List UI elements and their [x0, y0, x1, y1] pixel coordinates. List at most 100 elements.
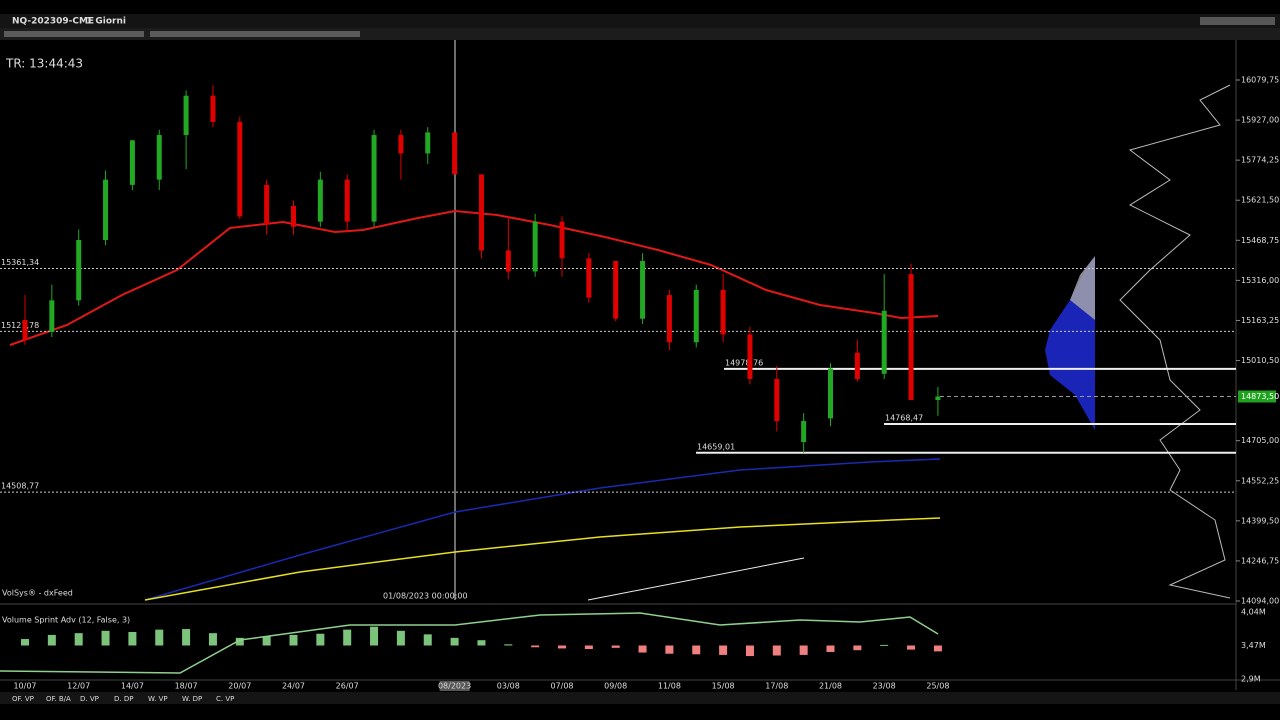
candle-body: [478, 174, 484, 251]
symbol[interactable]: NQ-202309-CME: [12, 17, 94, 27]
title-bar: [0, 14, 1280, 28]
price-label: 15010,50: [1241, 356, 1279, 365]
date-label: 08/2023: [438, 682, 471, 691]
trend-line: [587, 557, 805, 601]
price-label: 15468,75: [1241, 236, 1279, 245]
tab[interactable]: W. DP: [182, 695, 202, 703]
indicator-bar: [933, 645, 942, 652]
date-label: 17/08: [765, 682, 788, 691]
date-label: 18/07: [175, 682, 198, 691]
indicator-bar: [772, 645, 781, 656]
candle-body: [425, 132, 431, 154]
price-label: 14552,25: [1241, 476, 1279, 485]
date-label: 14/07: [121, 682, 144, 691]
candle-body: [828, 368, 833, 419]
date-label: 21/08: [819, 682, 842, 691]
price-label: 15163,25: [1241, 316, 1279, 325]
candle-body: [693, 289, 699, 343]
tab[interactable]: D. VP: [80, 695, 99, 703]
indicator-bar: [692, 645, 701, 655]
cursor-time: 01/08/2023 00:00:00: [383, 592, 468, 601]
candle-body: [801, 421, 807, 443]
indicator-bar: [74, 633, 83, 646]
indicator-bar: [208, 633, 217, 646]
date-label: 15/08: [712, 682, 735, 691]
indicator-bar: [584, 645, 593, 650]
indicator-bar: [611, 645, 620, 648]
volume-profile: [1070, 256, 1095, 320]
level-label: 14659,01: [697, 442, 735, 451]
candle-body: [210, 95, 216, 122]
candle-body: [774, 379, 780, 422]
last-price-label: 14873,50: [1241, 392, 1279, 401]
date-label: 07/08: [550, 682, 573, 691]
indicator-bar: [907, 645, 916, 650]
candle-body: [881, 310, 887, 374]
indicator-bar: [477, 640, 486, 646]
candle-body: [76, 239, 82, 301]
candle-body: [22, 320, 28, 340]
indicator-title: Volume Sprint Adv (12, False, 3): [2, 616, 130, 625]
moving-average: [9, 209, 939, 346]
price-label: 14246,75: [1241, 556, 1279, 565]
tab[interactable]: OF. B/A: [46, 695, 71, 703]
indicator-axis-label: 2,9M: [1241, 675, 1261, 684]
indicator-bar: [101, 630, 110, 646]
candle-body: [264, 184, 270, 225]
tab[interactable]: C. VP: [216, 695, 234, 703]
timer: TR: 13:44:43: [5, 57, 83, 71]
candle-body: [666, 295, 672, 343]
candle-body: [720, 289, 726, 335]
price-label: 15316,00: [1241, 276, 1279, 285]
indicator-bar: [182, 629, 191, 646]
candle-body: [344, 179, 350, 222]
candle-body: [398, 135, 404, 154]
tools[interactable]: [150, 31, 360, 37]
indicator-bar: [531, 645, 540, 648]
indicator-bar: [155, 629, 164, 646]
candle-body: [532, 221, 538, 272]
period[interactable]: 1 Giorni: [86, 17, 126, 27]
date-label: 12/07: [67, 682, 90, 691]
tab[interactable]: W. VP: [148, 695, 168, 703]
candle-body: [854, 352, 860, 380]
candle-body: [371, 135, 377, 222]
level-label: 15361,34: [1, 258, 39, 267]
indicator-bar: [853, 645, 862, 651]
tools[interactable]: [4, 31, 144, 37]
tab[interactable]: D. DP: [114, 695, 133, 703]
toolbar-icons: [4, 17, 1275, 37]
last-price-box: [1238, 390, 1276, 403]
candle-body: [586, 258, 592, 298]
level-label: 14978,76: [725, 358, 763, 367]
toolbar: [0, 28, 1280, 40]
indicator-bar: [719, 645, 728, 655]
candle-body: [317, 179, 323, 222]
window-buttons[interactable]: [1200, 17, 1275, 25]
moving-average: [144, 458, 941, 601]
date-label: 20/07: [228, 682, 251, 691]
candle-body: [908, 274, 914, 401]
price-label: 15621,50: [1241, 196, 1279, 205]
source: VolSys® - dxFeed: [2, 589, 73, 598]
indicator-bar: [235, 637, 244, 646]
date-label: 26/07: [336, 682, 359, 691]
tab[interactable]: OF. VP: [12, 695, 34, 703]
level-label: 14508,77: [1, 482, 39, 491]
candle-body: [559, 221, 565, 259]
indicator-bar: [343, 629, 352, 646]
indicator-bar: [423, 634, 432, 646]
candle-body: [747, 334, 753, 380]
candle-body: [613, 260, 619, 319]
candle-body: [291, 205, 296, 227]
date-label: 03/08: [497, 682, 520, 691]
indicator-bar: [262, 636, 271, 646]
indicator-bar: [638, 645, 647, 653]
date-label: 11/08: [658, 682, 681, 691]
bottom-tabs: OF. VP OF. B/A D. VP D. DP W. VP W. DP C. VP: [0, 692, 1280, 704]
indicator-bar: [396, 630, 405, 646]
indicator-bar: [450, 637, 459, 646]
date-label: 10/07: [13, 682, 36, 691]
candle-body: [935, 396, 941, 401]
